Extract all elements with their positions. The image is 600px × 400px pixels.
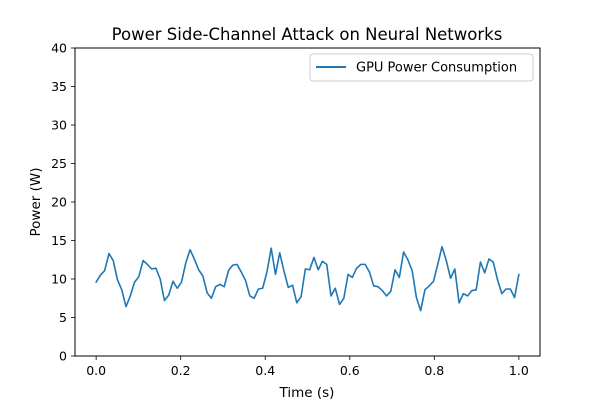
- x-tick-label: 0.0: [86, 363, 106, 378]
- x-tick-label: 0.6: [340, 363, 360, 378]
- x-tick-label: 0.8: [424, 363, 444, 378]
- x-axis-label: Time (s): [279, 385, 335, 400]
- series-layer: [95, 245, 520, 312]
- x-axis-ticks: 0.0 0.2 0.4 0.6 0.8 1.0: [86, 356, 529, 378]
- x-tick-label: 0.4: [255, 363, 275, 378]
- x-tick-label: 1.0: [509, 363, 529, 378]
- y-axis-label: Power (W): [28, 168, 44, 237]
- legend-box: [309, 53, 534, 82]
- y-tick-label: 15: [51, 233, 67, 248]
- y-tick-label: 35: [51, 79, 67, 94]
- legend-label: GPU Power Consumption: [356, 61, 517, 76]
- y-tick-label: 10: [51, 272, 67, 287]
- y-tick-label: 40: [51, 41, 67, 56]
- y-axis-ticks: 0 5 10 15 20 25 30 35 40: [51, 41, 75, 364]
- y-tick-label: 25: [51, 156, 67, 171]
- chart-title: Power Side-Channel Attack on Neural Netw…: [112, 25, 503, 44]
- y-tick-label: 20: [51, 195, 67, 210]
- y-tick-label: 0: [59, 349, 67, 364]
- y-tick-label: 5: [59, 310, 67, 325]
- x-tick-label: 0.2: [171, 363, 191, 378]
- series-line-gpu-power: [95, 245, 520, 312]
- legend: GPU Power Consumption: [309, 53, 534, 82]
- y-tick-label: 30: [51, 118, 67, 133]
